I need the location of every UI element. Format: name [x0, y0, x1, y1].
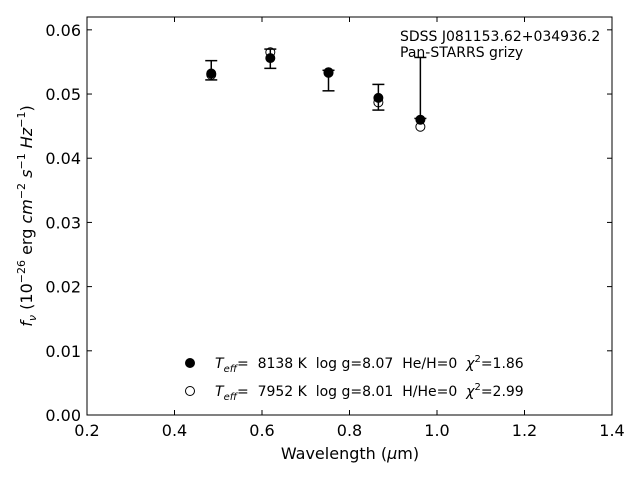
y-axis-title: fν (10−26 erg cm−2 s−1 Hz−1)	[15, 105, 39, 326]
legend-marker-open	[185, 386, 195, 396]
model-point-open	[265, 47, 276, 58]
x-tick-label: 1.2	[512, 421, 537, 440]
y-axis: 0.00 0.01 0.02 0.03 0.04 0.05 0.06	[45, 21, 612, 425]
x-tick-label: 1.4	[599, 421, 624, 440]
x-tick-label: 1.0	[424, 421, 449, 440]
x-tick-label: 0.4	[162, 421, 187, 440]
annotation-line-2: Pan-STARRS grizy	[400, 45, 523, 61]
model-point-filled	[415, 114, 426, 125]
model-point-filled	[265, 53, 276, 64]
legend: Teff= 8138 K log g=8.07 He/H=0 χ2=1.86 T…	[185, 354, 524, 403]
y-tick-label: 0.02	[45, 278, 81, 297]
model-point-open	[415, 121, 426, 132]
data-points	[206, 47, 426, 132]
legend-entry-1: Teff= 8138 K log g=8.07 He/H=0 χ2=1.86	[215, 354, 524, 375]
y-tick-label: 0.00	[45, 406, 81, 425]
x-tick-label: 0.6	[249, 421, 274, 440]
x-tick-label: 0.2	[74, 421, 99, 440]
annotation-line-1: SDSS J081153.62+034936.2	[400, 29, 600, 45]
x-tick-label: 0.8	[337, 421, 362, 440]
model-point-open	[373, 97, 384, 108]
model-point-open	[323, 67, 334, 78]
legend-entry-2: Teff= 7952 K log g=8.01 H/He=0 χ2=2.99	[215, 382, 524, 403]
x-axis: 0.2 0.4 0.6 0.8 1.0 1.2 1.4	[74, 17, 625, 440]
y-tick-label: 0.04	[45, 149, 81, 168]
errorbars	[205, 48, 427, 120]
y-tick-label: 0.05	[45, 85, 81, 104]
y-tick-label: 0.03	[45, 213, 81, 232]
legend-marker-filled	[185, 358, 195, 368]
x-axis-title: Wavelength (μm)	[281, 444, 419, 463]
y-tick-label: 0.06	[45, 21, 81, 40]
model-point-open	[206, 69, 217, 80]
y-tick-label: 0.01	[45, 342, 81, 361]
